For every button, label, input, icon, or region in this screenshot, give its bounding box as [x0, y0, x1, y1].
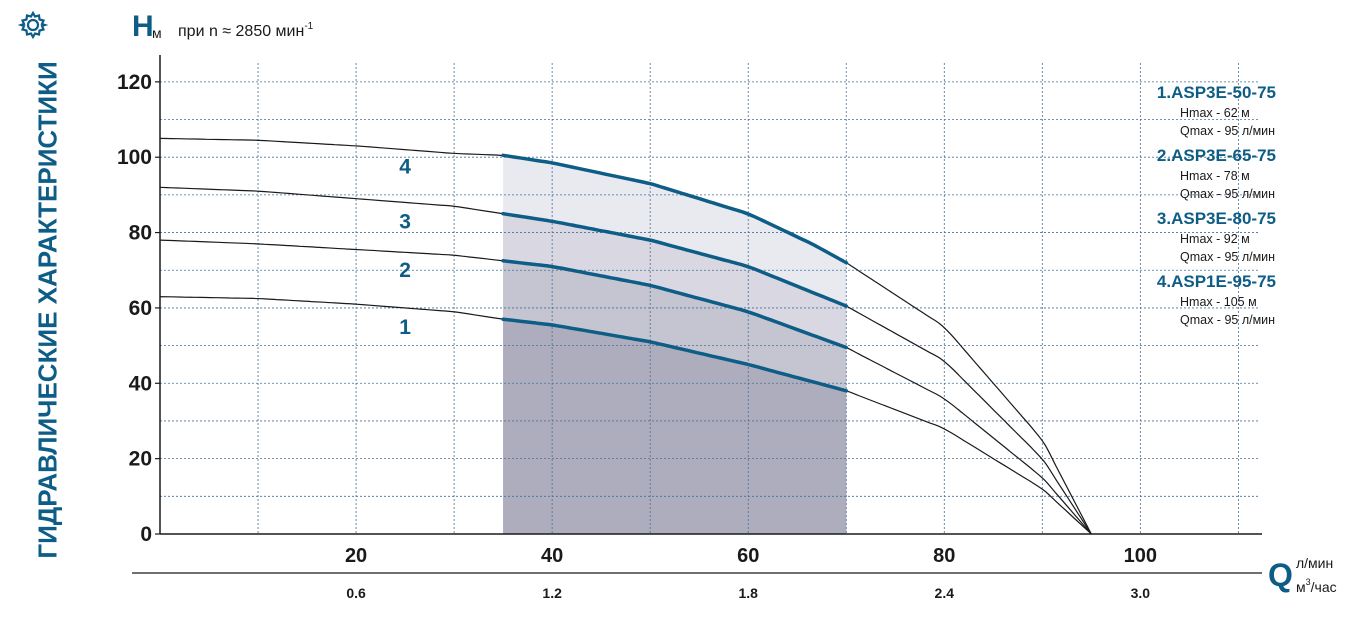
y-tick-label: 20 — [129, 448, 152, 471]
y-axis-unit: м — [152, 25, 162, 41]
x-axis-letter: Q — [1268, 557, 1293, 593]
x-tick-label: 80 — [933, 545, 955, 567]
curve-labels: 1 2 3 4 — [399, 156, 411, 339]
legend-hmax: Hmax - 92 м — [1180, 232, 1250, 246]
curve-working-3 — [501, 211, 849, 308]
legend-title: 2.ASP3E-65-75 — [1157, 146, 1276, 165]
legend: 1.ASP3E-50-75 Hmax - 62 м Qmax - 95 л/мин 2… — [1157, 83, 1276, 327]
legend-title: 1.ASP3E-50-75 — [1157, 83, 1276, 102]
legend-qmax: Qmax - 95 л/мин — [1180, 124, 1275, 138]
curve-working-1 — [501, 317, 849, 393]
curve-label-3: 3 — [399, 210, 411, 233]
x-axis-unit-main: л/мин — [1296, 555, 1333, 571]
working-band-1 — [503, 319, 847, 534]
legend-hmax: Hmax - 105 м — [1180, 295, 1257, 309]
y-tick-label: 40 — [129, 372, 152, 395]
x-tick-secondary-label: 1.2 — [542, 585, 562, 601]
x-tick-label: 40 — [541, 545, 563, 567]
y-tick-label: 100 — [117, 146, 152, 169]
x-tick-label: 60 — [737, 545, 759, 567]
x-tick-secondary-label: 2.4 — [935, 585, 955, 601]
y-axis-title: H — [132, 10, 154, 43]
x-tick-label: 20 — [345, 545, 367, 567]
gear-icon — [18, 10, 48, 40]
axes: 0 20 40 60 80 100 120 20 40 60 80 100 0.6 1.2 1.8 2.4 3.… — [117, 55, 1262, 601]
y-tick-label: 0 — [140, 523, 152, 546]
y-tick-label: 60 — [129, 297, 152, 320]
curve-label-4: 4 — [399, 156, 411, 179]
y-tick-label: 120 — [117, 71, 152, 94]
legend-title: 3.ASP3E-80-75 — [1157, 209, 1276, 228]
curves — [159, 137, 1092, 535]
legend-hmax: Hmax - 62 м — [1180, 106, 1250, 120]
curve-working-4 — [501, 153, 849, 265]
working-range-shading — [503, 155, 847, 535]
legend-qmax: Qmax - 95 л/мин — [1180, 250, 1275, 264]
x-axis-unit-secondary: м3/час — [1296, 577, 1337, 595]
legend-title: 4.ASP1E-95-75 — [1157, 272, 1276, 291]
legend-hmax: Hmax - 78 м — [1180, 169, 1250, 183]
grid — [160, 63, 1258, 534]
legend-qmax: Qmax - 95 л/мин — [1180, 187, 1275, 201]
x-tick-secondary-label: 3.0 — [1131, 585, 1151, 601]
y-tick-label: 80 — [129, 222, 152, 245]
legend-qmax: Qmax - 95 л/мин — [1180, 313, 1275, 327]
x-tick-label: 100 — [1124, 545, 1157, 567]
speed-note: при n ≈ 2850 мин-1 — [178, 21, 314, 40]
curve-working-2 — [501, 259, 849, 350]
curve-label-1: 1 — [399, 316, 411, 339]
curve-label-2: 2 — [399, 259, 411, 282]
x-tick-secondary-label: 0.6 — [346, 585, 366, 601]
x-tick-secondary-label: 1.8 — [738, 585, 758, 601]
